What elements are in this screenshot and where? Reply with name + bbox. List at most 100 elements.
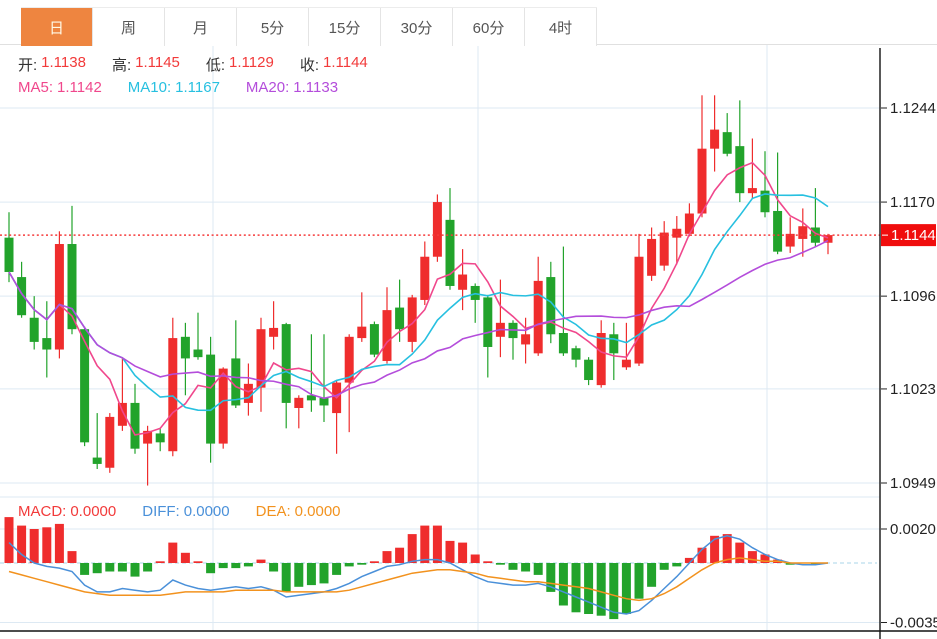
candle-body	[306, 395, 316, 401]
candle-body	[747, 188, 757, 194]
ma5-line	[8, 161, 829, 436]
ma-row: MA5: 1.1142 MA10: 1.1167 MA20: 1.1133	[18, 79, 338, 96]
close-value: 1.1144	[322, 54, 368, 71]
candle-body	[584, 359, 594, 381]
tab-60分[interactable]: 60分	[453, 8, 525, 46]
macd-bar	[369, 561, 379, 563]
close-label: 收:	[299, 57, 319, 74]
macd-bar	[218, 563, 228, 569]
candle-body	[546, 277, 556, 335]
tab-日[interactable]: 日	[21, 8, 93, 46]
macd-bar	[621, 563, 631, 614]
macd-bar	[508, 563, 518, 570]
candle-body	[256, 329, 266, 388]
dea-line	[8, 557, 828, 602]
macd-bar	[647, 563, 657, 587]
candle-body	[634, 256, 644, 364]
candle-body	[243, 383, 253, 403]
candle-body	[155, 433, 165, 443]
macd-bar	[294, 563, 304, 587]
macd-bar	[634, 563, 644, 599]
macd-bar	[344, 563, 354, 567]
diff-pair: DIFF: 0.0000	[142, 503, 229, 520]
ma10-value: 1.1167	[175, 79, 220, 96]
low-pair: 低: 1.1129	[206, 54, 274, 75]
candle-body	[130, 402, 140, 449]
close-pair: 收: 1.1144	[300, 54, 368, 75]
macd-bar	[684, 557, 694, 563]
macd-bar	[29, 529, 39, 563]
candle-body	[420, 256, 430, 300]
tab-周[interactable]: 周	[93, 8, 165, 46]
candle-body	[722, 132, 732, 154]
macd-bar	[432, 525, 442, 563]
macd-bar	[130, 563, 140, 577]
macd-bar	[143, 563, 153, 572]
macd-bar	[558, 563, 568, 606]
macd-bar	[332, 563, 342, 575]
macd-bar	[710, 535, 720, 563]
high-label: 高:	[111, 57, 132, 74]
macd-bar	[256, 559, 266, 563]
candle-body	[659, 232, 669, 266]
ma20-label: MA20:	[245, 79, 290, 96]
macd-bar	[596, 563, 606, 616]
macd-bar	[445, 540, 455, 563]
candle-body	[432, 202, 442, 257]
macd-bar	[231, 563, 241, 569]
candle-body	[558, 333, 568, 354]
candle-body	[29, 317, 39, 342]
dea-value: 0.0000	[294, 503, 341, 520]
candle-body	[206, 354, 216, 444]
candle-body	[735, 146, 745, 194]
candle-body	[67, 244, 77, 330]
ma10-label: MA10:	[127, 79, 172, 96]
ma20-pair: MA20: 1.1133	[246, 79, 338, 96]
diff-label: DIFF:	[142, 503, 180, 520]
dea-pair: DEA: 0.0000	[256, 503, 341, 520]
ma5-label: MA5:	[18, 79, 54, 96]
open-pair: 开: 1.1138	[18, 54, 86, 75]
macd-bar	[521, 563, 531, 572]
high-pair: 高: 1.1145	[112, 54, 180, 75]
macd-bar	[281, 563, 291, 592]
macd-bar	[155, 561, 165, 563]
tab-5分[interactable]: 5分	[237, 8, 309, 46]
open-label: 开:	[18, 57, 38, 74]
ma10-pair: MA10: 1.1167	[128, 79, 220, 96]
macd-bar	[80, 563, 90, 575]
macd-axis-label: -0.0035	[890, 615, 937, 632]
macd-bar	[722, 534, 732, 563]
tab-4时[interactable]: 4时	[525, 8, 597, 46]
macd-bar	[810, 563, 820, 565]
candle-body	[4, 237, 14, 272]
tab-月[interactable]: 月	[165, 8, 237, 46]
candle-body	[105, 416, 115, 468]
candle-body	[823, 235, 833, 243]
tab-15分[interactable]: 15分	[309, 8, 381, 46]
price-axis-label: 1.1244	[890, 100, 936, 117]
macd-label: MACD:	[18, 503, 67, 520]
candle-body	[785, 233, 795, 247]
tab-30分[interactable]: 30分	[381, 8, 453, 46]
current-price-badge-label: 1.1144	[891, 227, 936, 244]
candle-body	[684, 213, 694, 234]
candle-body	[344, 336, 354, 383]
price-axis-label: 1.1170	[890, 194, 935, 211]
candle-body	[231, 358, 241, 406]
candle-body	[281, 324, 291, 403]
macd-bar	[206, 563, 216, 574]
period-toolbar: 日周月 5分 15分 30分 60分 4时	[0, 0, 937, 46]
candle-body	[672, 228, 682, 238]
candle-body	[218, 368, 228, 444]
candle-body	[54, 244, 64, 350]
current-price-badge	[881, 224, 936, 247]
candle-body	[773, 210, 783, 252]
macd-value: 0.0000	[70, 503, 117, 520]
ohlc-row: 开: 1.1138 高: 1.1145 低: 1.1129 收: 1.1144	[18, 54, 368, 75]
candle-body	[571, 348, 581, 360]
macd-bar	[67, 551, 77, 563]
candle-body	[760, 190, 770, 213]
